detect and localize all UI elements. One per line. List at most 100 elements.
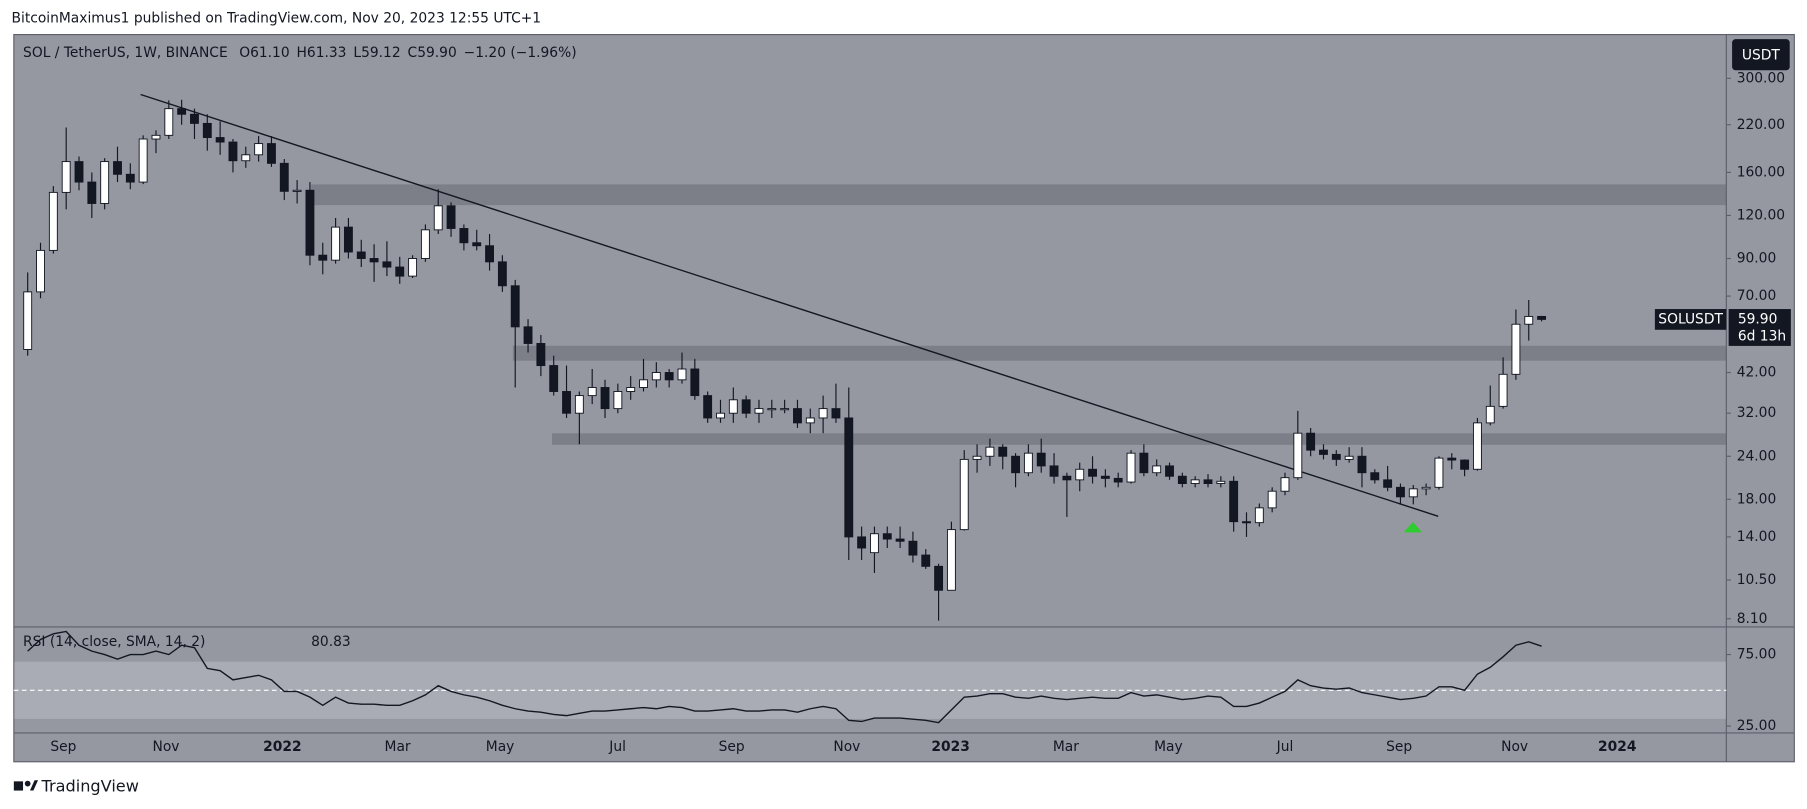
rsi-legend: RSI (14, close, SMA, 14, 2) [23, 634, 205, 650]
y-tick-label: 10.50 [1737, 572, 1777, 588]
candle-body [921, 554, 931, 567]
candle-body [292, 189, 302, 192]
ohlc-value: 59.12 [361, 45, 401, 61]
candle-body [1408, 488, 1418, 498]
candle-body [1498, 373, 1508, 407]
chart-frame [13, 33, 1795, 763]
y-tick-label: 24.00 [1737, 448, 1777, 464]
x-tick-label: Nov [1501, 739, 1528, 755]
candle-body [1216, 480, 1226, 484]
candle-body [241, 154, 251, 162]
candle-body [1062, 475, 1072, 481]
ohlc-key: H [297, 45, 307, 61]
candle-body [600, 387, 610, 410]
candle-body [844, 417, 854, 538]
candle-body [1139, 452, 1149, 474]
currency-button[interactable] [1732, 39, 1790, 71]
candle-body [1511, 323, 1521, 375]
candle-body [1434, 457, 1444, 488]
candle-body [446, 205, 456, 229]
candle-body [1023, 452, 1033, 474]
candle-body [433, 205, 443, 231]
countdown-label: 6d 13h [1738, 329, 1786, 345]
candle-body [1537, 315, 1547, 320]
x-tick-label: Mar [385, 739, 411, 755]
candle-body [485, 245, 494, 263]
candle-body [1254, 507, 1264, 524]
candle-body [1126, 452, 1136, 483]
y-tick-label: 8.10 [1737, 611, 1768, 627]
candle-body [1036, 452, 1046, 467]
candle-body [177, 108, 187, 115]
x-tick-label: Jul [1276, 739, 1294, 755]
candle-body [382, 261, 392, 268]
candle-body [882, 533, 892, 540]
candle-body [36, 249, 45, 293]
candle-body [536, 343, 546, 367]
candle-body [1203, 479, 1213, 484]
price-change: −1.20 (−1.96%) [464, 45, 577, 61]
candle-body [831, 408, 841, 419]
currency-label[interactable]: USDT [1742, 47, 1781, 63]
candle-body [972, 455, 982, 460]
trend-line [140, 93, 1439, 517]
candle-body [254, 143, 264, 156]
candle-body [870, 533, 879, 554]
candle-body [472, 242, 482, 247]
candle-body [1190, 479, 1200, 484]
y-tick-label: 42.00 [1737, 365, 1777, 381]
candle-body [523, 326, 533, 344]
candle-body [1011, 455, 1021, 474]
rsi-last-value: 80.83 [311, 634, 351, 650]
y-tick-label: 300.00 [1737, 70, 1785, 86]
x-tick-label: Nov [153, 739, 180, 755]
y-tick-label: 120.00 [1737, 207, 1785, 223]
candle-body [857, 536, 867, 549]
candle-body [690, 368, 700, 397]
candle-body [87, 181, 97, 204]
candle-body [202, 122, 212, 138]
y-tick-label: 18.00 [1737, 491, 1777, 507]
candle-body [677, 368, 687, 381]
candle-body [1088, 468, 1097, 477]
candle-body [356, 251, 366, 259]
candle-body [113, 161, 122, 175]
arrow-marker [1403, 522, 1423, 533]
ohlc-key: L [353, 45, 361, 61]
footer-brand: TradingView [40, 777, 138, 796]
candle-body [1344, 455, 1354, 460]
price-tag [1728, 309, 1791, 346]
candle-body [703, 395, 713, 419]
candle-body [100, 161, 110, 204]
candle-body [959, 458, 969, 531]
candle-body [1280, 477, 1290, 492]
candle-body [164, 108, 174, 136]
support-zone [512, 345, 1727, 361]
x-tick-label: Sep [1386, 739, 1412, 755]
symbol-legend: SOL / TetherUS, 1W, BINANCE O61.10 H61.33 L… [23, 45, 577, 61]
candle-body [613, 391, 623, 410]
x-tick-label: Nov [833, 739, 860, 755]
candle-body [793, 408, 802, 424]
candle-body [318, 254, 328, 261]
candle-body [1242, 521, 1251, 524]
candle-body [331, 226, 341, 261]
candle-body [728, 399, 738, 414]
candle-body [562, 391, 571, 414]
ohlc-value: 61.33 [307, 45, 347, 61]
candle-body [125, 173, 135, 183]
candle-body [1421, 486, 1431, 490]
x-tick-label: May [1154, 739, 1183, 755]
candle-body [408, 258, 418, 277]
candle-body [934, 565, 944, 591]
x-tick-label: 2024 [1598, 739, 1636, 755]
candle-body [1075, 468, 1085, 481]
candle-body [1049, 465, 1059, 477]
candle-body [998, 446, 1008, 457]
x-tick-label: Sep [719, 739, 745, 755]
candle-body [818, 408, 828, 419]
candle-body [754, 408, 764, 414]
candle-body [1383, 479, 1393, 488]
ohlc-key: C [408, 45, 418, 61]
